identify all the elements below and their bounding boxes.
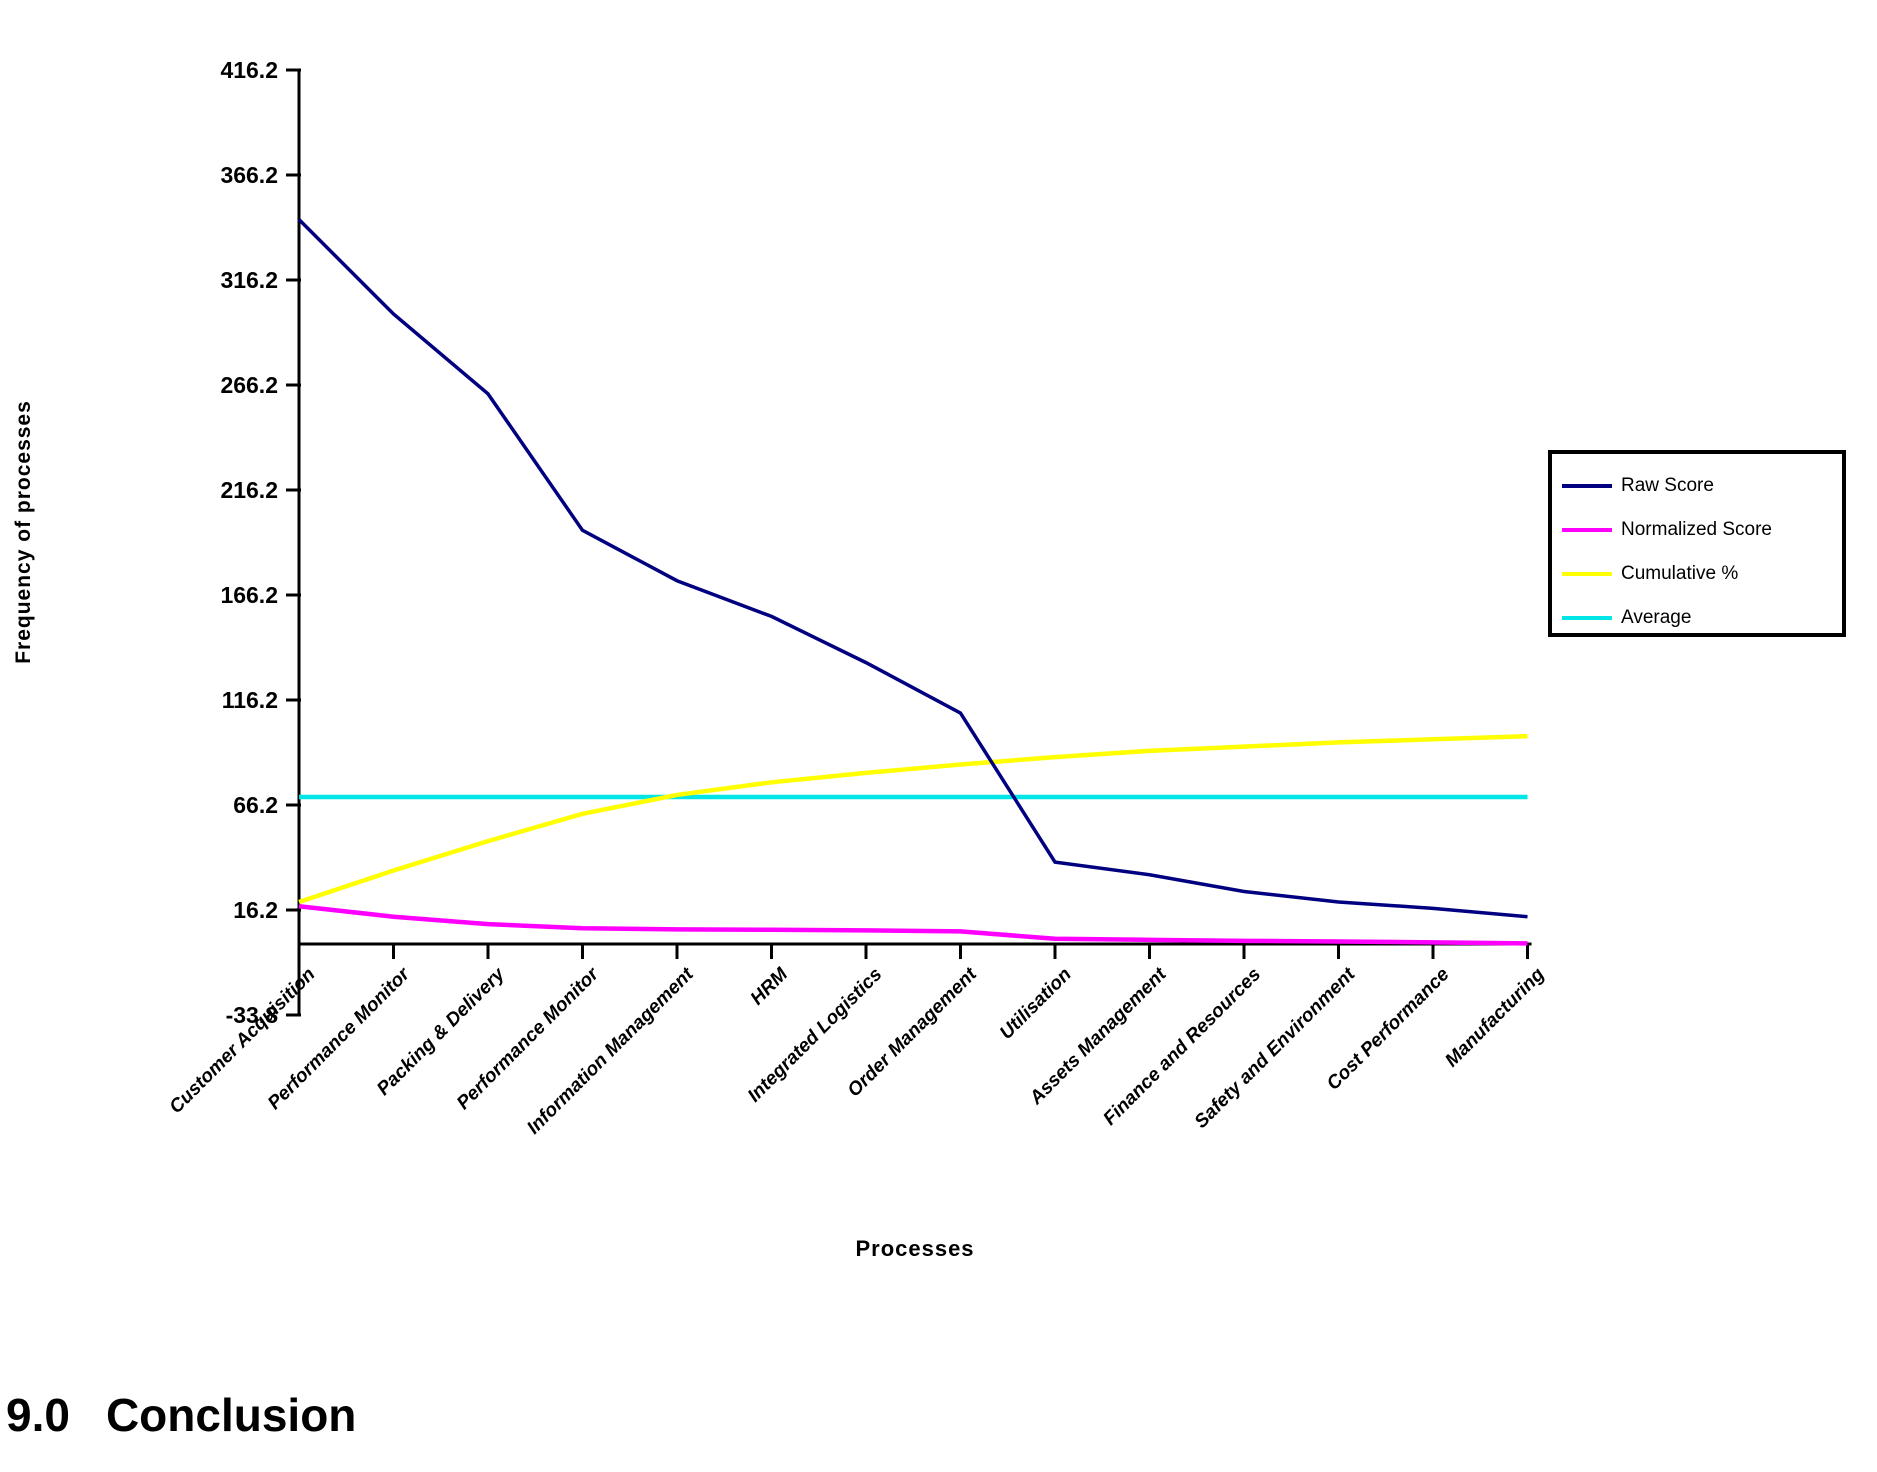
y-tick-label: 216.2 [220, 477, 278, 503]
y-tick-label: -33.8 [226, 1002, 279, 1028]
legend-swatch-line-cumulative- [1562, 572, 1612, 576]
y-tick-label: 366.2 [220, 162, 278, 188]
y-axis-title: Frequency of processes [12, 400, 35, 664]
legend: Raw Score Normalized Score Cumulative % Ave… [1548, 450, 1846, 637]
heading-number: 9.0 [6, 1389, 70, 1441]
legend-swatch-line-raw-score [1562, 484, 1612, 488]
series-line-raw-score [297, 218, 1528, 919]
legend-item-normalized-score: Normalized Score [1562, 508, 1842, 552]
series-line-cumulative- [298, 733, 1528, 905]
y-tick-label: 166.2 [220, 582, 278, 608]
legend-label: Cumulative % [1621, 563, 1739, 584]
legend-item-cumulative-: Cumulative % [1562, 552, 1842, 596]
series-line-normalized-score [298, 903, 1528, 946]
legend-label: Raw Score [1621, 475, 1714, 496]
y-tick-label: 316.2 [220, 267, 278, 293]
legend-item-raw-score: Raw Score [1562, 464, 1842, 508]
y-tick-label: 116.2 [222, 687, 278, 713]
y-tick-label: 16.2 [233, 897, 278, 923]
legend-swatch-line-normalized-score [1562, 528, 1612, 532]
heading-text: Conclusion [105, 1389, 357, 1441]
y-tick-label: 66.2 [233, 792, 278, 818]
y-tick-label: 416.2 [220, 57, 278, 83]
legend-label: Average [1621, 607, 1692, 628]
legend-item-average: Average [1562, 596, 1842, 640]
legend-label: Normalized Score [1621, 519, 1772, 540]
conclusion-heading: 9.0 Conclusion [6, 1388, 356, 1442]
y-tick-label: 266.2 [220, 372, 278, 398]
x-axis-title: Processes [855, 1236, 975, 1261]
legend-swatch-line-average [1562, 616, 1612, 620]
